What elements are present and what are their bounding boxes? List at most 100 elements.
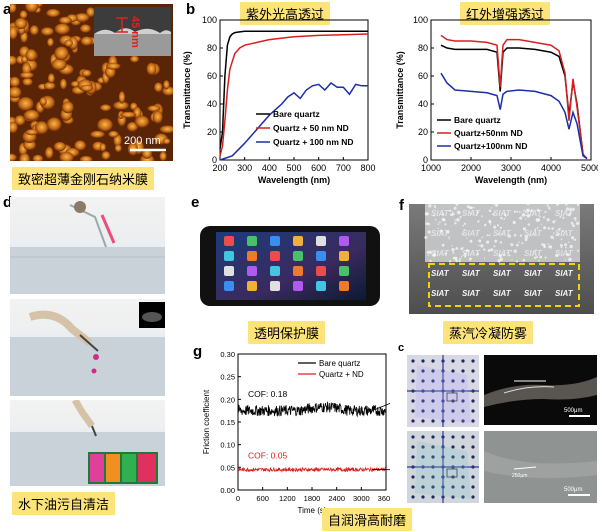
caption-e: 透明保护膜 bbox=[248, 321, 326, 344]
micro-top-scalebar: 500μm bbox=[564, 408, 582, 414]
caption-b-right: 红外增强透过 bbox=[460, 2, 551, 25]
x-tick-label: 500 bbox=[286, 163, 301, 173]
legend-entry: Quartz + 100 nm ND bbox=[273, 137, 354, 147]
underwater-photo-2 bbox=[10, 299, 165, 396]
y-tick-label: 100 bbox=[202, 16, 217, 25]
series-line bbox=[237, 401, 387, 418]
series-line bbox=[440, 72, 588, 160]
y-tick-label: 0.15 bbox=[220, 418, 235, 427]
cof-label-nd: COF: 0.05 bbox=[248, 450, 287, 460]
x-axis-label: Wavelength (nm) bbox=[475, 175, 547, 185]
siat-label: SIAT bbox=[524, 249, 543, 258]
y-axis-label: Transmittance (%) bbox=[182, 51, 192, 129]
legend-entry: Quartz + 50 nm ND bbox=[273, 123, 349, 133]
x-tick-label: 2400 bbox=[328, 494, 345, 503]
siat-label: SIAT bbox=[431, 209, 450, 218]
x-tick-label: 400 bbox=[262, 163, 277, 173]
siat-label: SIAT bbox=[462, 209, 481, 218]
caption-d: 水下油污自清洁 bbox=[12, 492, 116, 515]
micro-bottom-measure: 250μm bbox=[512, 473, 527, 479]
legend-entry: Quartz + ND bbox=[319, 370, 364, 379]
y-tick-label: 0.20 bbox=[220, 395, 235, 404]
panel-letter-c: c bbox=[398, 342, 405, 354]
y-tick-label: 100 bbox=[413, 16, 428, 25]
y-axis-label: Friction coefficient bbox=[202, 389, 211, 454]
afm-image: 45 nm 200 nm bbox=[10, 4, 173, 161]
siat-label: SIAT bbox=[555, 209, 574, 218]
y-tick-label: 40 bbox=[418, 99, 428, 109]
x-tick-label: 1200 bbox=[279, 494, 296, 503]
arrow-to-c-top bbox=[371, 402, 390, 412]
siat-label: SIAT bbox=[493, 229, 512, 238]
siat-label: SIAT bbox=[462, 289, 481, 298]
series-line bbox=[237, 466, 387, 473]
y-tick-label: 60 bbox=[207, 71, 217, 81]
x-tick-label: 600 bbox=[256, 494, 269, 503]
legend-entry: Bare quartz bbox=[319, 359, 360, 368]
y-tick-label: 0.30 bbox=[220, 350, 235, 359]
micro-bottom-scalebar: 500μm bbox=[564, 487, 582, 493]
antifog-photo: SIAT SIAT SIAT SIAT SIAT SIAT SIAT SIAT SIAT SIAT… bbox=[409, 204, 594, 314]
siat-label: SIAT bbox=[555, 249, 574, 258]
underwater-photo-3 bbox=[10, 400, 165, 486]
x-tick-label: 700 bbox=[336, 163, 351, 173]
siat-label: SIAT bbox=[431, 249, 450, 258]
wear-grid-photo-bottom bbox=[407, 431, 479, 503]
panel-letter-g: g bbox=[193, 343, 203, 360]
siat-label: SIAT bbox=[493, 269, 512, 278]
x-tick-label: 4000 bbox=[541, 163, 561, 173]
y-tick-label: 0.10 bbox=[220, 441, 235, 450]
x-tick-label: 1800 bbox=[304, 494, 321, 503]
caption-f: 蒸汽冷凝防雾 bbox=[443, 321, 534, 344]
siat-label: SIAT bbox=[555, 289, 574, 298]
y-tick-label: 20 bbox=[418, 127, 428, 137]
siat-label: SIAT bbox=[431, 229, 450, 238]
y-tick-label: 80 bbox=[418, 43, 428, 53]
y-axis-label: Transmittance (%) bbox=[395, 51, 405, 129]
siat-label: SIAT bbox=[493, 209, 512, 218]
siat-label: SIAT bbox=[431, 269, 450, 278]
x-axis-label: Wavelength (nm) bbox=[258, 175, 330, 185]
caption-g: 自润滑高耐磨 bbox=[322, 508, 413, 531]
panel-letter-b: b bbox=[186, 1, 196, 18]
series-line bbox=[219, 30, 368, 149]
legend-entry: Bare quartz bbox=[273, 109, 320, 119]
inset-thickness-label: 45 nm bbox=[129, 16, 141, 48]
x-tick-label: 800 bbox=[360, 163, 375, 173]
y-tick-label: 0.05 bbox=[220, 463, 235, 472]
panel-letter-e: e bbox=[191, 194, 200, 211]
y-tick-label: 0 bbox=[212, 155, 217, 165]
siat-label: SIAT bbox=[462, 269, 481, 278]
y-tick-label: 80 bbox=[207, 43, 217, 53]
x-tick-label: 2000 bbox=[461, 163, 481, 173]
siat-label: SIAT bbox=[462, 249, 481, 258]
caption-b-left: 紫外光高透过 bbox=[240, 2, 331, 25]
y-tick-label: 60 bbox=[418, 71, 428, 81]
caption-a: 致密超薄金刚石纳米膜 bbox=[12, 167, 155, 190]
y-tick-label: 40 bbox=[207, 99, 217, 109]
siat-label: SIAT bbox=[493, 289, 512, 298]
legend-entry: Quartz+100nm ND bbox=[454, 141, 527, 151]
x-tick-label: 1000 bbox=[421, 163, 441, 173]
series-line bbox=[440, 34, 588, 160]
y-tick-label: 0.25 bbox=[220, 373, 235, 382]
series-line bbox=[219, 82, 368, 161]
siat-label: SIAT bbox=[524, 229, 543, 238]
siat-label: SIAT bbox=[431, 289, 450, 298]
wear-micro-bottom: 250μm 500μm bbox=[484, 431, 597, 503]
afm-texture: 45 nm 200 nm bbox=[10, 4, 173, 161]
x-tick-label: 300 bbox=[237, 163, 252, 173]
x-tick-label: 3000 bbox=[353, 494, 370, 503]
siat-label: SIAT bbox=[555, 269, 574, 278]
y-tick-label: 0.00 bbox=[220, 486, 235, 495]
wear-grid-photo-top bbox=[407, 355, 479, 427]
x-tick-label: 200 bbox=[212, 163, 227, 173]
siat-label: SIAT bbox=[493, 249, 512, 258]
legend-entry: Bare quartz bbox=[454, 115, 501, 125]
panel-letter-f: f bbox=[399, 197, 404, 214]
underwater-photo-1 bbox=[10, 197, 165, 294]
